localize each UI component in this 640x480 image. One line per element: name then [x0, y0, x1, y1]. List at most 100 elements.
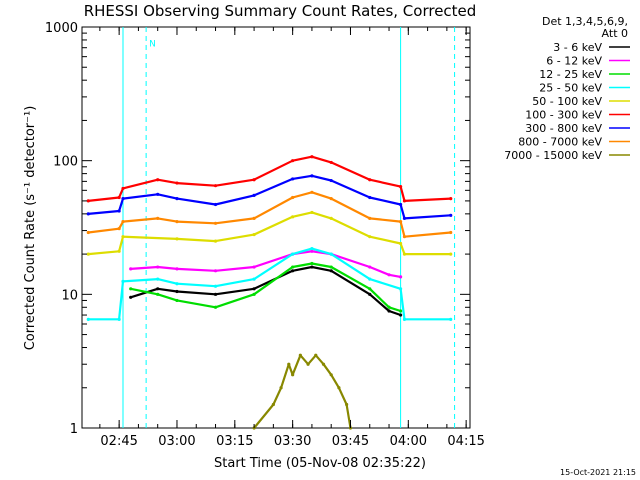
- data-point: [156, 287, 160, 291]
- data-point: [117, 195, 121, 200]
- legend-header: Det 1,3,4,5,6,9,: [542, 15, 628, 28]
- data-point: [306, 362, 310, 366]
- data-point: [345, 402, 349, 407]
- data-point: [121, 279, 125, 283]
- data-point: [86, 317, 90, 321]
- data-point: [321, 362, 326, 366]
- data-point: [310, 246, 314, 251]
- series-line: [88, 191, 451, 238]
- legend-label: 6 - 12 keV: [546, 55, 602, 68]
- ticks-layer: 02:45 03:00 03:15 03:30 03:45 04:00 04:15 1 10 10…: [45, 21, 485, 449]
- legend-header: Att 0: [602, 27, 628, 40]
- legend-label: 25 - 50 keV: [539, 82, 602, 95]
- data-point: [252, 292, 256, 296]
- data-point: [402, 235, 407, 239]
- series-line: [88, 174, 451, 220]
- y-tick-label: 1: [70, 422, 78, 437]
- series-7: [86, 190, 453, 239]
- y-tick-label: 100: [53, 155, 78, 170]
- y-tick-label: 10: [61, 288, 78, 303]
- data-point: [291, 195, 295, 200]
- data-point: [291, 159, 295, 163]
- data-point: [387, 273, 391, 277]
- data-point: [156, 265, 160, 269]
- data-point: [175, 282, 179, 286]
- data-point: [129, 287, 133, 291]
- x-tick-label: 03:45: [332, 434, 369, 449]
- data-point: [175, 289, 179, 294]
- data-point: [291, 265, 295, 269]
- data-point: [291, 177, 295, 181]
- data-point: [329, 160, 333, 165]
- data-point: [310, 190, 314, 194]
- legend-label: 100 - 300 keV: [525, 109, 602, 122]
- data-point: [402, 317, 407, 321]
- data-point: [175, 267, 179, 271]
- data-point: [314, 353, 318, 357]
- series-0: [129, 265, 403, 317]
- x-tick-label: 04:15: [447, 434, 484, 449]
- data-point: [213, 239, 218, 243]
- data-point: [279, 386, 283, 390]
- data-point: [252, 178, 256, 182]
- series-4: [86, 210, 453, 256]
- data-point: [329, 197, 333, 201]
- data-point: [368, 265, 372, 269]
- data-point: [398, 184, 403, 189]
- data-point: [287, 362, 291, 366]
- data-point: [117, 317, 121, 321]
- x-tick-label: 02:45: [100, 434, 137, 449]
- data-point: [213, 284, 218, 288]
- data-point: [291, 373, 295, 377]
- data-point: [86, 230, 90, 235]
- data-point: [175, 181, 179, 185]
- series-line: [88, 155, 451, 202]
- data-point: [449, 197, 453, 201]
- data-point: [156, 277, 160, 281]
- data-point: [291, 252, 295, 256]
- data-point: [310, 155, 314, 159]
- data-point: [368, 277, 372, 281]
- x-tick-label: 04:00: [390, 434, 427, 449]
- data-point: [213, 184, 218, 188]
- data-point: [86, 199, 90, 203]
- data-point: [398, 287, 403, 291]
- data-point: [329, 265, 333, 269]
- data-point: [117, 227, 121, 231]
- data-point: [329, 216, 333, 220]
- data-point: [117, 209, 121, 213]
- data-point: [310, 261, 314, 266]
- data-point: [86, 252, 90, 256]
- y-tick-label: 1000: [45, 21, 78, 36]
- data-point: [271, 402, 275, 407]
- data-point: [86, 212, 90, 216]
- data-point: [291, 269, 295, 273]
- data-point: [213, 202, 218, 207]
- data-point: [337, 386, 341, 390]
- plot-frame: [81, 26, 471, 429]
- data-point: [449, 230, 453, 235]
- data-point: [387, 305, 391, 309]
- plot-area: N 02:45 03:00 03:15 03:30 03:45 04:00 04:15 1 10…: [45, 21, 485, 449]
- legend-label: 3 - 6 keV: [553, 41, 602, 54]
- data-point: [252, 287, 256, 291]
- data-point: [449, 317, 453, 321]
- data-point: [129, 267, 133, 271]
- data-point: [368, 195, 372, 200]
- data-point: [156, 178, 160, 182]
- data-point: [398, 220, 403, 224]
- data-point: [121, 235, 125, 239]
- legend-label: 7000 - 15000 keV: [504, 149, 602, 162]
- data-point: [398, 275, 403, 279]
- data-point: [175, 237, 179, 241]
- data-point: [449, 213, 453, 217]
- series-3: [86, 246, 453, 321]
- data-point: [156, 216, 160, 220]
- legend-label: 50 - 100 keV: [532, 95, 602, 108]
- data-point: [117, 249, 121, 253]
- data-point: [252, 193, 256, 197]
- data-point: [398, 241, 403, 246]
- x-axis-label: Start Time (05-Nov-08 02:35:22): [214, 456, 426, 471]
